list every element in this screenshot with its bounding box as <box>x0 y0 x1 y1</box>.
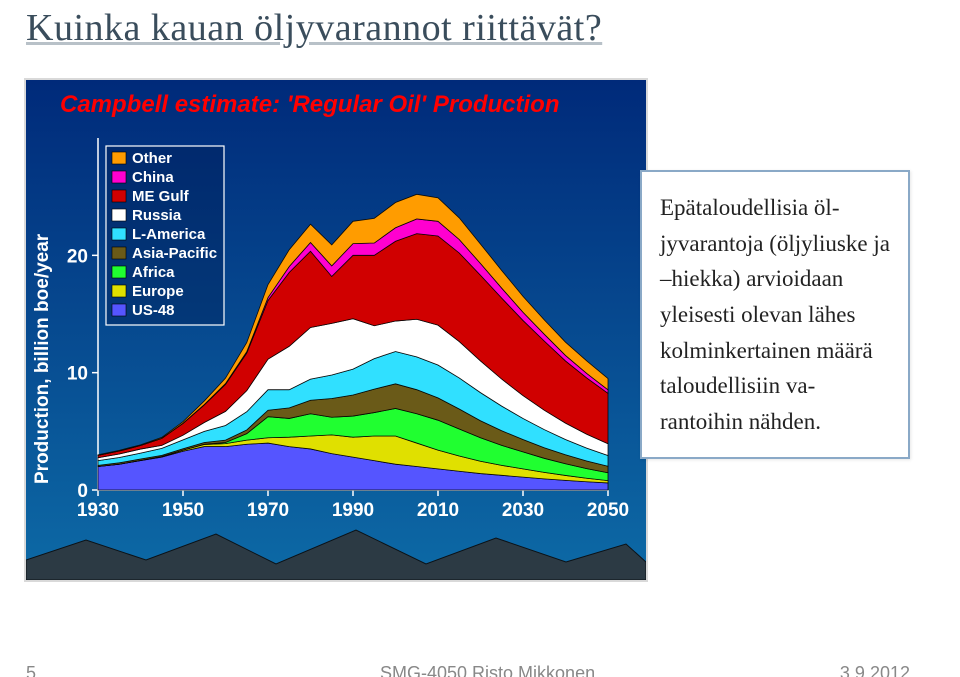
course-footer: SMG-4050 Risto Mikkonen <box>380 663 595 677</box>
svg-text:1930: 1930 <box>77 500 119 521</box>
svg-text:2050: 2050 <box>587 500 629 521</box>
svg-text:Russia: Russia <box>132 207 182 224</box>
svg-text:0: 0 <box>77 481 88 502</box>
info-box: Epätaloudellisia öl­jyvarantoja (öljy­li… <box>640 170 910 459</box>
svg-text:1950: 1950 <box>162 500 204 521</box>
svg-text:Production, billion boe/year: Production, billion boe/year <box>32 233 53 484</box>
svg-text:1970: 1970 <box>247 500 289 521</box>
page-title: Kuinka kauan öljyvarannot riittävät? <box>26 6 602 50</box>
svg-text:Asia-Pacific: Asia-Pacific <box>132 245 217 262</box>
svg-text:20: 20 <box>67 246 88 267</box>
svg-text:1990: 1990 <box>332 500 374 521</box>
svg-text:2010: 2010 <box>417 500 459 521</box>
svg-text:L-America: L-America <box>132 226 206 243</box>
svg-text:2030: 2030 <box>502 500 544 521</box>
svg-text:Other: Other <box>132 150 172 167</box>
oil-production-chart: Campbell estimate: 'Regular Oil' Product… <box>26 80 646 580</box>
page-number: 5 <box>26 663 36 677</box>
svg-text:China: China <box>132 169 174 186</box>
svg-text:10: 10 <box>67 364 88 385</box>
info-box-text: Epätaloudellisia öl­jyvarantoja (öljy­li… <box>660 190 890 439</box>
svg-text:US-48: US-48 <box>132 302 175 319</box>
svg-text:Africa: Africa <box>132 264 175 281</box>
svg-text:ME Gulf: ME Gulf <box>132 188 190 205</box>
date-footer: 3.9.2012 <box>840 663 910 677</box>
svg-text:Europe: Europe <box>132 283 184 300</box>
svg-text:Campbell estimate: 'Regular Oi: Campbell estimate: 'Regular Oil' Product… <box>60 91 560 118</box>
